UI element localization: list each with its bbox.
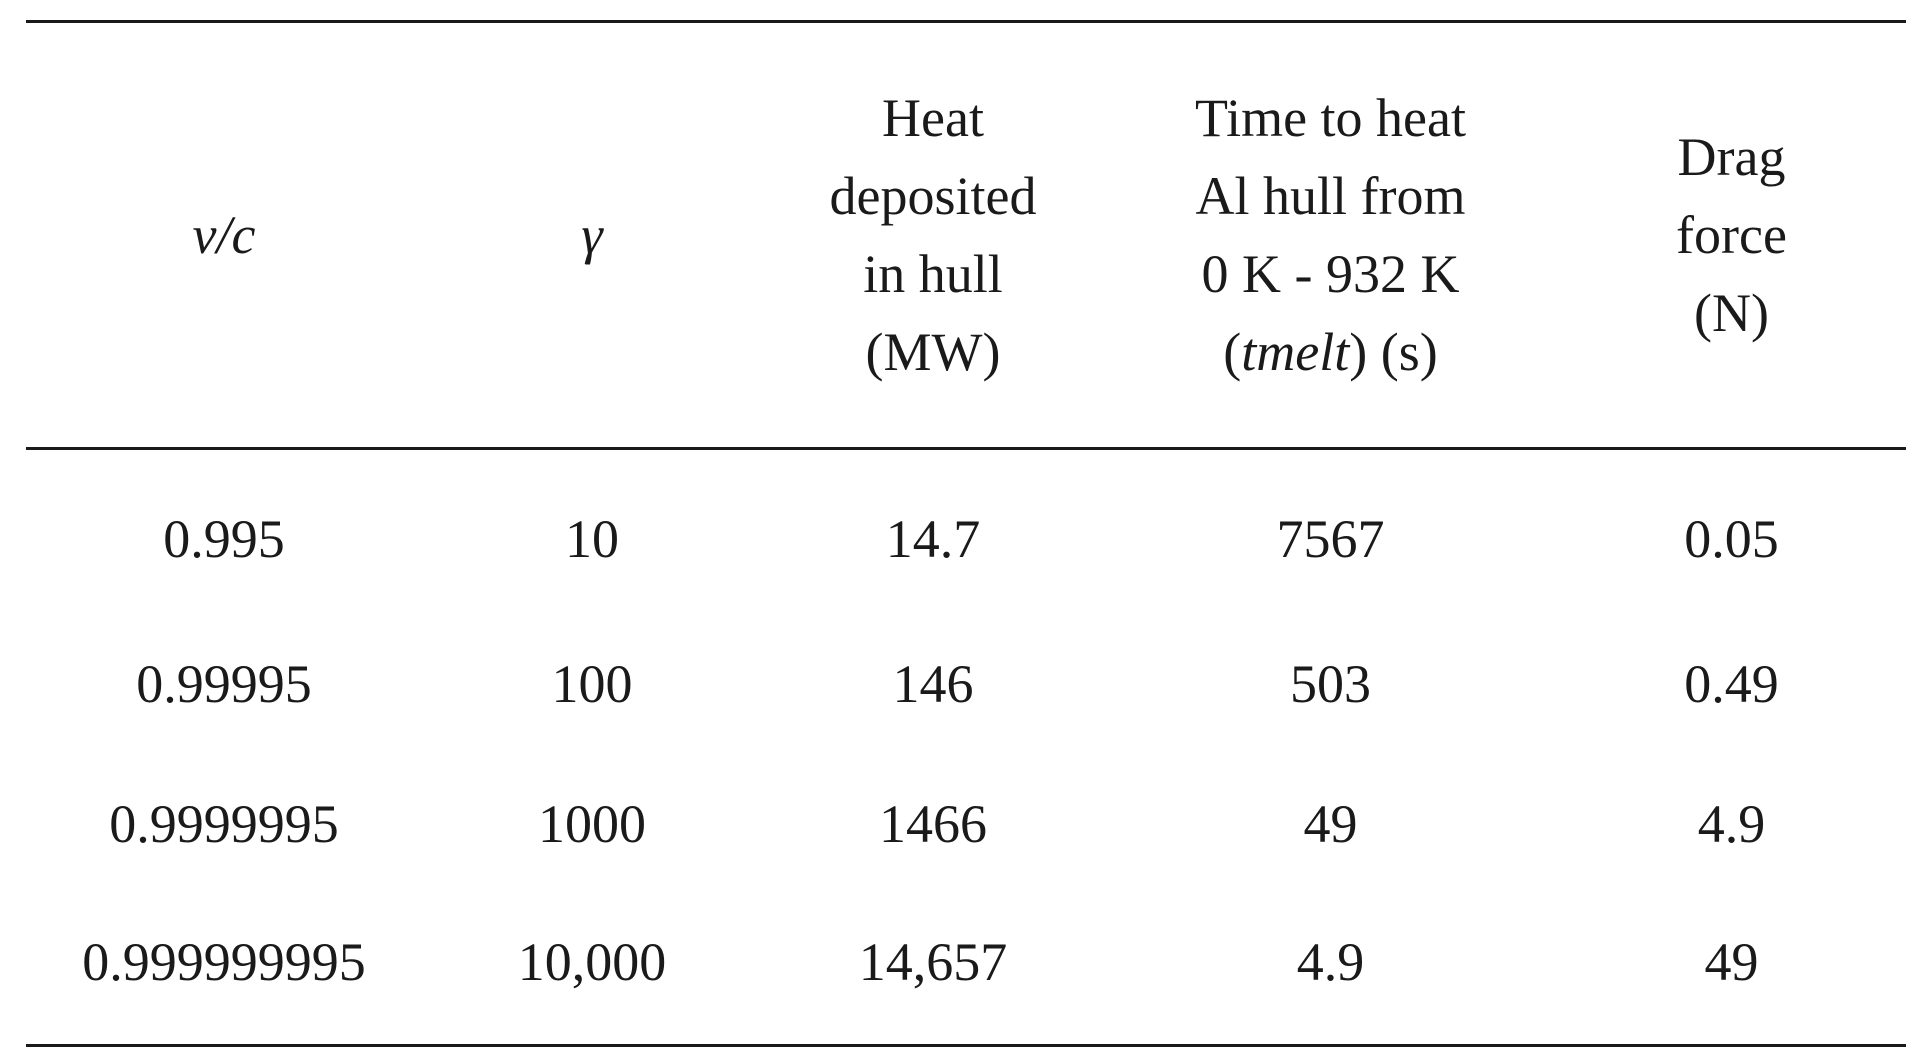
header-drag-line: Drag <box>1677 127 1786 187</box>
cell-heat: 14.7 <box>885 509 981 569</box>
header-heat-deposited: Heat deposited in hull (MW) <box>762 22 1104 449</box>
cell-heat: 14,657 <box>858 932 1008 992</box>
header-time-line: Al hull from <box>1195 166 1466 226</box>
header-heat-line: Heat <box>882 88 984 148</box>
cell-v-over-c: 0.999999995 <box>82 932 366 992</box>
table-row: 0.99995 100 146 503 0.49 <box>26 614 1906 754</box>
cell-drag: 0.05 <box>1684 509 1779 569</box>
header-heat-line: in hull <box>863 244 1003 304</box>
cell-gamma: 1000 <box>538 794 646 854</box>
cell-gamma: 100 <box>551 654 633 714</box>
header-time-line: (tmelt) (s) <box>1104 313 1557 391</box>
header-gamma: γ <box>422 22 762 449</box>
header-drag-line: (N) <box>1694 283 1769 343</box>
cell-drag: 4.9 <box>1697 794 1766 854</box>
table-row: 0.999999995 10,000 14,657 4.9 49 <box>26 894 1906 1046</box>
header-time-line: Time to heat <box>1194 88 1466 148</box>
header-drag-force: Drag force (N) <box>1557 22 1906 449</box>
table-header: v/c γ Heat deposited in hull (MW) Time t… <box>26 21 1906 449</box>
table-row: 0.9999995 1000 1466 49 4.9 <box>26 754 1906 894</box>
header-heat-line: (MW) <box>865 322 1001 382</box>
cell-heat: 146 <box>892 654 974 714</box>
header-time-open: ( <box>1223 322 1242 382</box>
header-heat-line: deposited <box>829 166 1037 226</box>
header-row: v/c γ Heat deposited in hull (MW) Time t… <box>26 21 1906 449</box>
header-time-to-heat: Time to heat Al hull from 0 K - 932 K (t… <box>1104 22 1557 449</box>
table-body: 0.995 10 14.7 7567 0.05 0.99995 100 146 … <box>26 449 1906 1046</box>
header-time-line: 0 K - 932 K <box>1201 244 1460 304</box>
header-time-tmelt: tmelt <box>1241 322 1350 382</box>
cell-time: 7567 <box>1276 509 1385 569</box>
cell-time: 503 <box>1290 654 1371 714</box>
header-drag-line: force <box>1676 205 1787 265</box>
cell-drag: 49 <box>1704 932 1759 992</box>
data-table: v/c γ Heat deposited in hull (MW) Time t… <box>26 20 1906 1047</box>
header-v-over-c-label: v/c <box>192 205 256 265</box>
header-time-close: ) (s) <box>1349 322 1438 382</box>
cell-drag: 0.49 <box>1684 654 1779 714</box>
header-v-over-c: v/c <box>26 22 422 449</box>
cell-v-over-c: 0.99995 <box>136 654 312 714</box>
cell-heat: 1466 <box>879 794 987 854</box>
cell-time: 4.9 <box>1296 932 1365 992</box>
cell-time: 49 <box>1303 794 1358 854</box>
cell-gamma: 10,000 <box>517 932 667 992</box>
cell-gamma: 10 <box>565 509 619 569</box>
data-table-container: v/c γ Heat deposited in hull (MW) Time t… <box>26 20 1906 1047</box>
cell-v-over-c: 0.9999995 <box>109 794 339 854</box>
cell-v-over-c: 0.995 <box>163 509 285 569</box>
table-row: 0.995 10 14.7 7567 0.05 <box>26 449 1906 615</box>
header-gamma-label: γ <box>581 205 603 265</box>
